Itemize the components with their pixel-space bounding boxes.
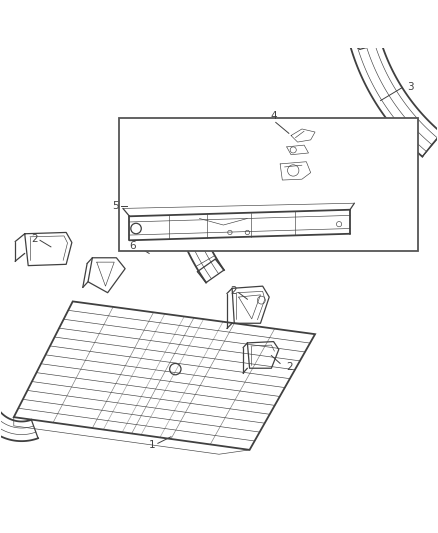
Text: 2: 2 [287, 362, 293, 372]
Bar [119, 118, 418, 251]
Text: 2: 2 [31, 235, 38, 245]
Text: 1: 1 [149, 440, 155, 450]
Text: 4: 4 [270, 111, 277, 121]
Text: 6: 6 [129, 240, 136, 251]
Text: 3: 3 [407, 83, 413, 93]
Text: 5: 5 [112, 201, 119, 211]
Text: 2: 2 [230, 286, 237, 296]
